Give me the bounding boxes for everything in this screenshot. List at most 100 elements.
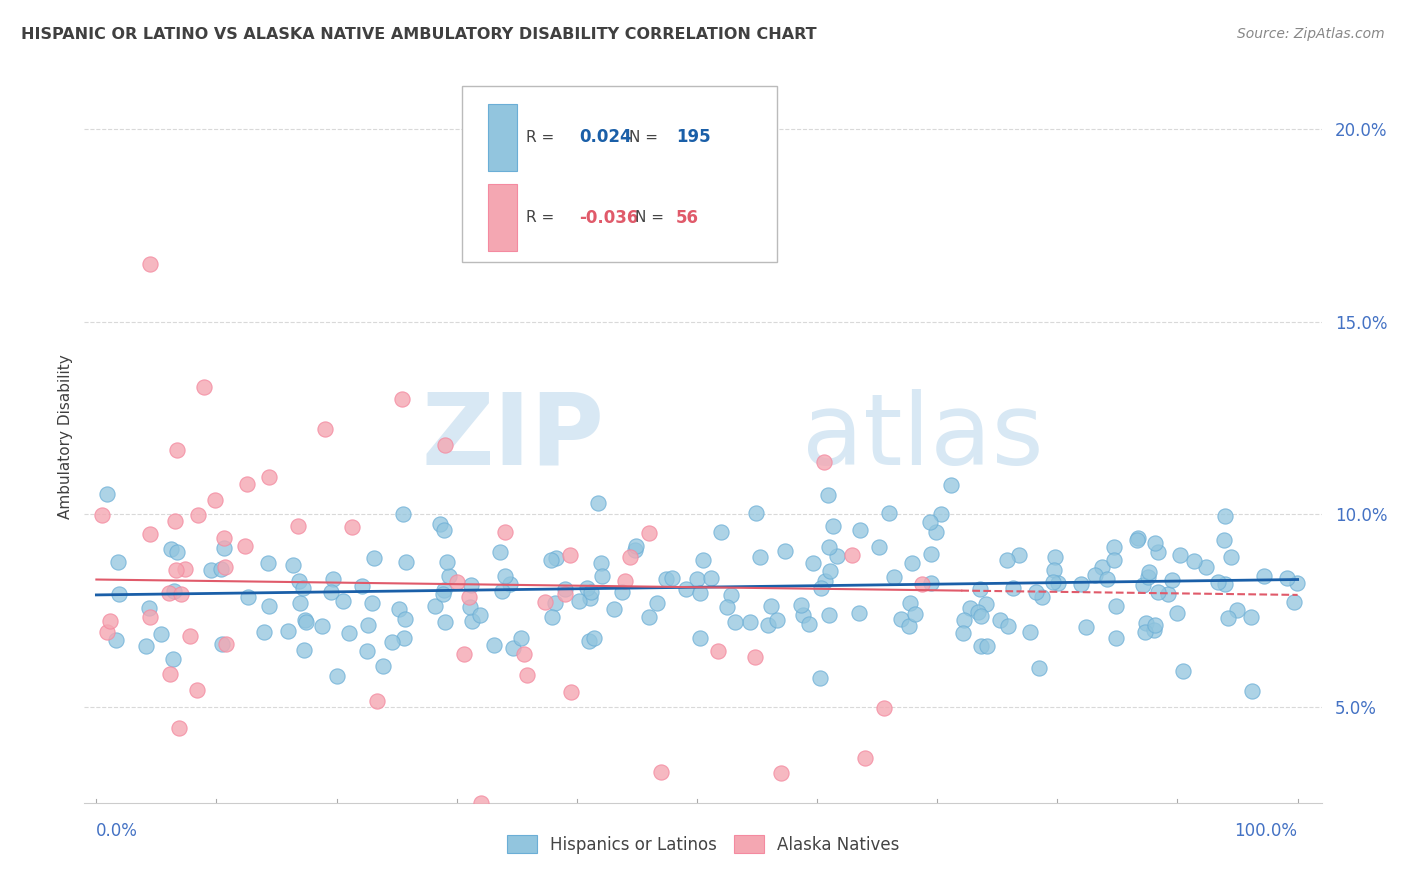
Point bbox=[159, 667, 181, 681]
Point bbox=[1275, 570, 1298, 584]
Point bbox=[848, 607, 870, 621]
Point bbox=[105, 633, 128, 648]
Point bbox=[710, 525, 733, 540]
Point bbox=[591, 569, 613, 583]
Point bbox=[193, 380, 215, 394]
Point bbox=[974, 597, 997, 611]
Point bbox=[209, 562, 232, 576]
Point bbox=[738, 615, 761, 629]
Point bbox=[589, 556, 612, 570]
Point bbox=[1166, 607, 1188, 621]
Point bbox=[135, 639, 157, 653]
Point bbox=[689, 586, 711, 600]
Point bbox=[706, 644, 728, 658]
Point bbox=[990, 613, 1012, 627]
Point bbox=[1213, 509, 1236, 524]
Point bbox=[818, 564, 841, 578]
Point bbox=[554, 587, 576, 601]
Point bbox=[808, 671, 831, 685]
Point bbox=[661, 571, 683, 585]
Point bbox=[429, 517, 451, 532]
Point bbox=[849, 523, 872, 537]
Point bbox=[586, 495, 609, 509]
Point bbox=[257, 556, 280, 570]
Text: -0.036: -0.036 bbox=[579, 209, 638, 227]
Point bbox=[179, 629, 201, 643]
Point bbox=[1002, 581, 1025, 595]
Point bbox=[1102, 552, 1125, 566]
Point bbox=[540, 553, 562, 567]
Point bbox=[898, 619, 921, 633]
Point bbox=[257, 470, 280, 484]
Point bbox=[1135, 616, 1157, 631]
Point bbox=[366, 694, 388, 708]
Point bbox=[461, 615, 484, 629]
Point bbox=[1047, 575, 1070, 590]
Point bbox=[817, 488, 839, 502]
Point bbox=[453, 647, 475, 661]
Point bbox=[790, 598, 813, 612]
Point bbox=[215, 638, 238, 652]
Point bbox=[1019, 624, 1042, 639]
Point bbox=[381, 635, 404, 649]
Point bbox=[482, 639, 505, 653]
Point bbox=[868, 541, 890, 555]
Point bbox=[560, 684, 582, 698]
Point bbox=[976, 639, 998, 653]
Point bbox=[238, 590, 260, 604]
Point bbox=[1216, 611, 1239, 625]
Point bbox=[510, 631, 533, 645]
Point bbox=[352, 579, 374, 593]
Point bbox=[583, 632, 606, 646]
Point bbox=[186, 683, 208, 698]
Point bbox=[560, 548, 582, 562]
FancyBboxPatch shape bbox=[488, 184, 517, 252]
Point bbox=[165, 514, 187, 528]
Point bbox=[546, 550, 568, 565]
Point bbox=[801, 556, 824, 570]
Point bbox=[650, 764, 672, 779]
Point bbox=[165, 563, 187, 577]
Point bbox=[277, 624, 299, 639]
Point bbox=[326, 669, 349, 683]
Point bbox=[494, 525, 516, 540]
Point bbox=[257, 599, 280, 613]
Point bbox=[821, 519, 844, 533]
Point bbox=[174, 562, 197, 576]
Point bbox=[675, 582, 697, 596]
Point bbox=[579, 591, 602, 606]
Point bbox=[1143, 618, 1166, 632]
Legend: Hispanics or Latinos, Alaska Natives: Hispanics or Latinos, Alaska Natives bbox=[501, 829, 905, 860]
Point bbox=[392, 631, 415, 645]
Point bbox=[1025, 584, 1047, 599]
Point bbox=[624, 539, 647, 553]
Y-axis label: Ambulatory Disability: Ambulatory Disability bbox=[58, 355, 73, 519]
Point bbox=[108, 586, 131, 600]
Point bbox=[959, 600, 981, 615]
Point bbox=[654, 573, 676, 587]
Point bbox=[716, 600, 738, 615]
Point bbox=[391, 392, 413, 406]
Point bbox=[720, 588, 742, 602]
Point bbox=[969, 582, 991, 596]
Point bbox=[107, 555, 129, 569]
Text: Source: ZipAtlas.com: Source: ZipAtlas.com bbox=[1237, 27, 1385, 41]
Point bbox=[236, 476, 259, 491]
Point bbox=[499, 576, 522, 591]
Point bbox=[1146, 545, 1168, 559]
Point bbox=[149, 626, 172, 640]
Point bbox=[468, 608, 491, 623]
Point bbox=[1282, 595, 1305, 609]
Point bbox=[877, 506, 900, 520]
Point bbox=[534, 594, 557, 608]
Text: R =: R = bbox=[526, 211, 564, 225]
Point bbox=[744, 649, 766, 664]
Text: N =: N = bbox=[636, 211, 664, 225]
Point bbox=[898, 596, 921, 610]
Point bbox=[614, 574, 637, 588]
Point bbox=[139, 526, 162, 541]
Point bbox=[1286, 576, 1309, 591]
Point bbox=[1168, 548, 1191, 562]
Point bbox=[204, 493, 226, 508]
Point bbox=[516, 668, 538, 682]
